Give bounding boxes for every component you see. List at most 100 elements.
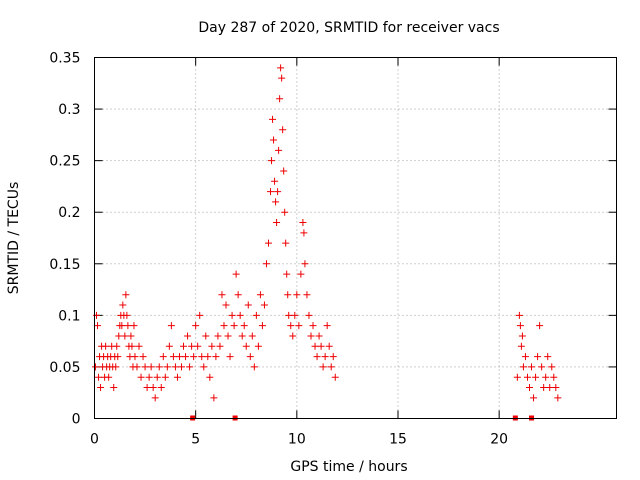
data-point (188, 342, 196, 350)
data-point (105, 373, 113, 381)
data-point (163, 363, 171, 371)
data-point (291, 311, 299, 319)
y-tick-label: 0.35 (49, 51, 80, 67)
data-point (161, 373, 169, 381)
data-point (123, 311, 131, 319)
data-point (184, 332, 192, 340)
data-point (165, 342, 173, 350)
data-point (280, 167, 288, 175)
data-point (279, 126, 287, 134)
data-point (323, 322, 331, 330)
data-point (236, 311, 244, 319)
y-tick-label: 0 (72, 412, 81, 428)
data-point (113, 342, 121, 350)
data-point (122, 291, 130, 299)
data-point (175, 353, 183, 361)
data-point (139, 353, 147, 361)
data-point (278, 74, 286, 82)
data-point (270, 136, 278, 144)
data-point (97, 384, 105, 392)
data-point (309, 322, 317, 330)
y-tick-label: 0.3 (58, 102, 80, 118)
data-point (210, 394, 218, 402)
data-point (287, 322, 295, 330)
data-point (299, 219, 307, 227)
data-point (206, 373, 214, 381)
data-point (141, 363, 149, 371)
data-point (282, 239, 290, 247)
y-tick-label: 0.05 (49, 360, 80, 376)
data-point (186, 363, 194, 371)
data-point (153, 373, 161, 381)
data-point (321, 353, 329, 361)
data-point (155, 363, 163, 371)
x-tick-label: 5 (191, 432, 200, 448)
data-point (232, 270, 240, 278)
data-point (548, 363, 556, 371)
data-point (115, 332, 123, 340)
data-point (271, 177, 279, 185)
data-point (277, 64, 285, 72)
data-point (220, 322, 228, 330)
data-point (284, 291, 292, 299)
data-point (248, 332, 256, 340)
x-tick-label: 20 (490, 432, 508, 448)
data-point (331, 373, 339, 381)
data-point (513, 373, 521, 381)
data-point (169, 353, 177, 361)
data-point (273, 219, 281, 227)
data-point (262, 260, 270, 268)
data-point (135, 342, 143, 350)
data-point (230, 322, 238, 330)
data-point (159, 353, 167, 361)
data-point (258, 322, 266, 330)
data-point (329, 353, 337, 361)
data-point (157, 384, 165, 392)
data-point (94, 322, 102, 330)
data-point (212, 353, 220, 361)
data-point (311, 342, 319, 350)
data-point (240, 322, 248, 330)
data-point (171, 363, 179, 371)
data-point (315, 332, 323, 340)
grid (94, 57, 617, 419)
data-point (133, 363, 141, 371)
data-point (222, 301, 230, 309)
data-point (272, 198, 280, 206)
data-point (180, 342, 188, 350)
data-point (518, 332, 526, 340)
data-point (131, 353, 139, 361)
data-point (293, 291, 301, 299)
data-point (303, 291, 311, 299)
data-point (121, 332, 129, 340)
data-point (190, 353, 198, 361)
data-point (196, 311, 204, 319)
data-point (114, 353, 122, 361)
data-point (250, 363, 258, 371)
data-point (130, 322, 138, 330)
data-point (194, 342, 202, 350)
data-point (276, 95, 284, 103)
data-point (281, 208, 289, 216)
data-point (202, 332, 210, 340)
data-point (528, 363, 536, 371)
data-point (128, 342, 136, 350)
data-point (149, 384, 157, 392)
data-point (301, 260, 309, 268)
data-point (200, 363, 208, 371)
x-axis-label: GPS time / hours (290, 459, 407, 475)
data-point (234, 291, 242, 299)
data-point (269, 115, 277, 123)
data-point (198, 353, 206, 361)
data-point (313, 353, 321, 361)
data-point (521, 353, 529, 361)
data-point (546, 384, 554, 392)
y-tick-label: 0.15 (49, 257, 80, 273)
data-point (265, 239, 272, 247)
data-point (325, 342, 333, 350)
data-point (544, 353, 552, 361)
data-point (285, 311, 293, 319)
data-point (297, 270, 305, 278)
data-point (305, 311, 313, 319)
data-point (526, 384, 533, 392)
